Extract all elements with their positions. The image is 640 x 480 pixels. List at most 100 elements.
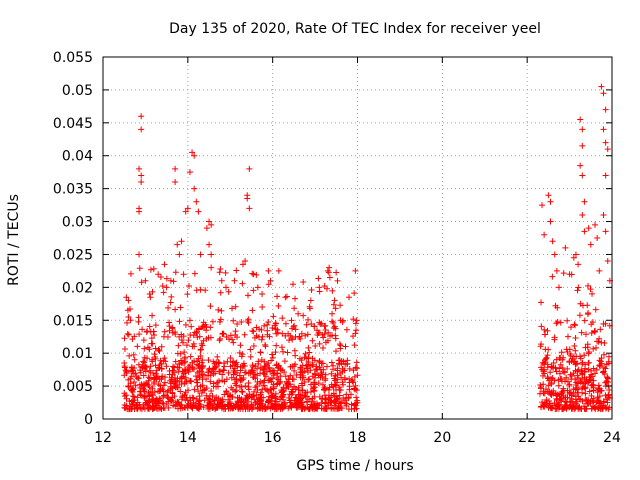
y-tick-label: 0.045	[53, 116, 93, 132]
data-point	[603, 379, 610, 386]
data-point	[245, 380, 252, 387]
data-point	[148, 335, 155, 342]
data-point	[194, 334, 201, 341]
data-point	[209, 404, 216, 411]
data-point	[219, 396, 226, 403]
data-point	[336, 357, 343, 364]
data-point	[325, 329, 332, 336]
data-point	[171, 369, 178, 376]
data-point	[291, 322, 298, 329]
data-point	[592, 370, 599, 377]
data-point	[141, 394, 148, 401]
x-tick-label: 18	[349, 430, 367, 446]
data-point	[242, 395, 249, 402]
data-point	[150, 265, 157, 272]
data-point	[153, 373, 160, 380]
data-point	[121, 372, 128, 379]
data-point	[584, 400, 591, 407]
data-point	[321, 384, 328, 391]
data-point	[337, 317, 344, 324]
data-point	[554, 318, 561, 325]
data-point	[316, 284, 323, 291]
data-point	[568, 376, 575, 383]
chart-title: Day 135 of 2020, Rate Of TEC Index for r…	[169, 21, 541, 37]
data-point	[178, 373, 185, 380]
data-point	[547, 198, 554, 205]
data-point	[143, 364, 150, 371]
data-point	[328, 370, 335, 377]
data-point	[543, 354, 550, 361]
data-point	[581, 317, 588, 324]
x-tick-label: 12	[94, 430, 112, 446]
data-point	[353, 317, 360, 324]
data-point	[594, 388, 601, 395]
data-point	[249, 270, 256, 277]
data-point	[589, 319, 596, 326]
data-point	[237, 342, 244, 349]
data-point	[193, 287, 200, 294]
data-point	[206, 395, 213, 402]
data-point	[561, 369, 568, 376]
data-point	[278, 389, 285, 396]
data-point	[177, 357, 184, 364]
x-tick-label: 16	[264, 430, 282, 446]
data-point	[121, 393, 128, 400]
data-point	[145, 377, 152, 384]
data-point	[291, 305, 298, 312]
data-point	[330, 390, 337, 397]
data-point	[217, 335, 224, 342]
data-point	[566, 382, 573, 389]
data-point	[244, 402, 251, 409]
data-point	[542, 331, 549, 338]
data-point	[265, 267, 272, 274]
data-point	[301, 354, 308, 361]
data-point	[178, 396, 185, 403]
data-point	[250, 404, 257, 411]
data-point	[543, 396, 550, 403]
y-tick-label: 0.055	[53, 50, 93, 66]
data-point	[180, 333, 187, 340]
data-point	[168, 397, 175, 404]
data-point	[292, 361, 299, 368]
data-point	[182, 354, 189, 361]
data-point	[155, 346, 162, 353]
data-point	[300, 278, 307, 285]
x-tick-label: 22	[518, 430, 536, 446]
data-point	[254, 406, 261, 413]
data-point	[187, 353, 194, 360]
data-point	[227, 405, 234, 412]
data-point	[147, 294, 154, 301]
data-point	[547, 218, 554, 225]
data-point	[158, 366, 165, 373]
data-point	[585, 360, 592, 367]
data-point	[147, 363, 154, 370]
data-point	[538, 299, 545, 306]
data-point	[149, 406, 156, 413]
data-point	[296, 334, 303, 341]
data-point	[178, 380, 185, 387]
data-point	[269, 354, 276, 361]
data-point	[306, 303, 313, 310]
data-point	[309, 395, 316, 402]
data-point	[313, 363, 320, 370]
data-point	[311, 381, 318, 388]
data-point	[352, 267, 359, 274]
data-point	[149, 391, 156, 398]
data-point	[329, 318, 336, 325]
data-point	[297, 391, 304, 398]
data-point	[163, 284, 170, 291]
data-point	[339, 368, 346, 375]
data-point	[212, 370, 219, 377]
y-tick-label: 0.02	[62, 280, 93, 296]
data-point	[349, 378, 356, 385]
data-point	[570, 359, 577, 366]
data-point	[163, 275, 170, 282]
data-point	[174, 350, 181, 357]
y-tick-label: 0.04	[62, 149, 93, 165]
data-point	[233, 387, 240, 394]
data-point	[588, 329, 595, 336]
data-point	[326, 264, 333, 271]
data-point	[239, 261, 246, 268]
data-point	[215, 359, 222, 366]
data-point	[186, 317, 193, 324]
